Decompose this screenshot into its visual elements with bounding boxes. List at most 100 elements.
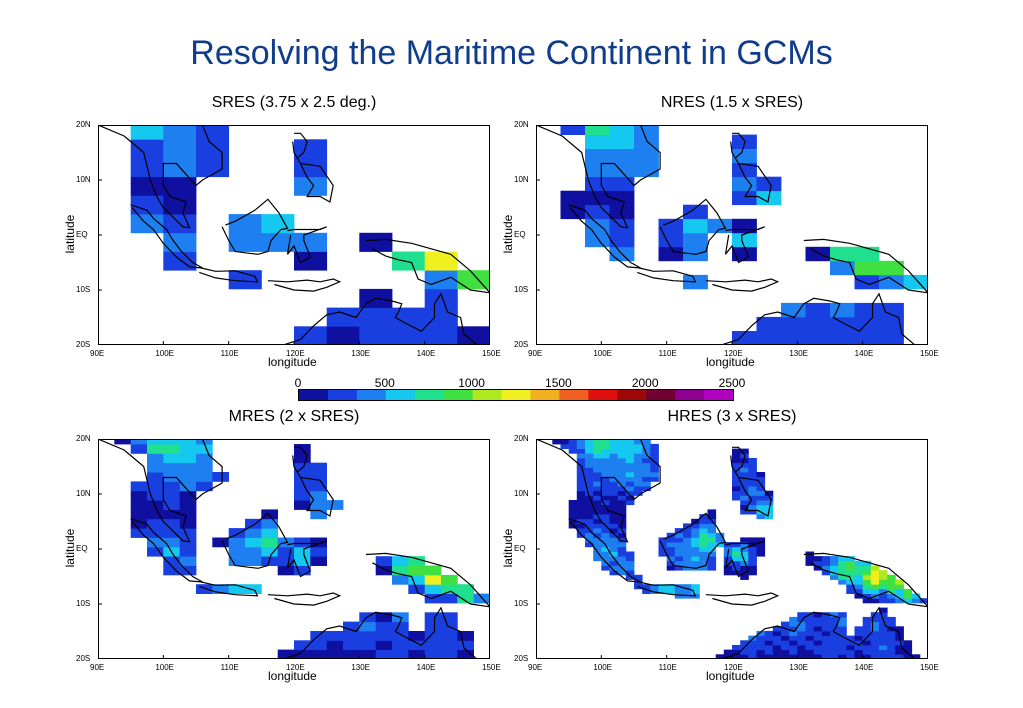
precip-cell (601, 556, 610, 562)
precip-cell (441, 649, 458, 659)
coastline-2 (637, 581, 697, 597)
precip-cell (879, 649, 888, 655)
precip-cell (228, 584, 246, 594)
precip-cell (130, 139, 164, 159)
precip-cell (147, 518, 164, 529)
precip-cell (609, 476, 619, 482)
map-mres (98, 439, 490, 659)
precip-cell (674, 546, 684, 552)
precip-cell (854, 640, 864, 646)
precip-cell (740, 640, 749, 646)
precip-cell (424, 593, 442, 604)
precip-cell (772, 654, 782, 659)
x-axis-label: longitude (268, 355, 317, 369)
precip-cell (634, 453, 643, 459)
precip-cell (732, 476, 741, 482)
precip-cell (895, 626, 904, 632)
precip-cell (163, 462, 180, 473)
precip-cell (862, 584, 872, 590)
precip-cell (838, 654, 847, 659)
precip-cell (674, 551, 684, 557)
precip-cell (838, 565, 847, 571)
precip-cell (375, 621, 393, 632)
precip-cell (228, 214, 262, 234)
precip-cell (585, 518, 594, 524)
coastline-3 (221, 512, 289, 569)
precip-cell (862, 649, 872, 655)
precip-cell (601, 565, 610, 571)
precip-cell (593, 462, 602, 468)
precip-cell (294, 565, 311, 576)
colorbar-swatch (501, 390, 531, 400)
precip-cell (196, 584, 213, 594)
precip-cell (740, 448, 749, 454)
precip-cell (617, 523, 627, 529)
precip-cell (585, 542, 594, 548)
precip-cell (707, 523, 717, 529)
precip-cell (870, 640, 880, 646)
precip-cell (228, 537, 246, 548)
precip-cell (650, 476, 659, 482)
precip-cell (424, 640, 442, 651)
precip-cell (576, 443, 586, 449)
precip-cell (830, 616, 839, 622)
precip-cell (585, 453, 594, 459)
precip-cell (830, 260, 855, 276)
precip-cell (163, 195, 197, 215)
x-tick-label: 150E (482, 663, 501, 672)
precip-cell (674, 565, 684, 571)
precip-cell (805, 626, 815, 632)
x-tick-label: 140E (854, 349, 874, 358)
precip-cell (179, 546, 197, 557)
precip-cell (805, 302, 831, 318)
precip-cell (585, 439, 594, 445)
precip-cell (740, 654, 749, 659)
precip-cell (576, 528, 586, 534)
precip-cell (601, 467, 610, 473)
precip-cell (740, 458, 749, 464)
precip-cell (789, 626, 798, 632)
precip-cell (846, 584, 855, 590)
precip-cell (854, 588, 864, 594)
precip-cell (310, 500, 327, 510)
precip-cell (707, 509, 717, 515)
precip-cell (163, 528, 180, 538)
precip-cell (887, 635, 896, 641)
precip-cell (617, 453, 627, 459)
precip-cell (683, 528, 692, 534)
precip-cell (392, 649, 409, 659)
x-tick-label: 110E (220, 349, 239, 358)
precip-cell (601, 472, 610, 478)
precip-cell (147, 462, 164, 473)
precip-cell (130, 528, 148, 538)
precip-cell (163, 139, 197, 159)
precip-cell (343, 621, 360, 632)
precip-cell (732, 565, 741, 571)
precip-cell (756, 635, 766, 641)
precip-cell (789, 649, 798, 655)
precip-cell (634, 490, 643, 496)
precip-cell (813, 560, 823, 566)
precip-cell (879, 621, 888, 627)
precip-cell (634, 148, 659, 163)
precip-cell (707, 560, 717, 566)
precip-cell (147, 500, 164, 510)
precip-cell (585, 523, 594, 529)
precip-cell (196, 453, 213, 464)
precip-cell (593, 481, 602, 487)
precip-cell (813, 626, 823, 632)
precip-cell (862, 640, 872, 646)
precip-cell (732, 176, 757, 192)
precip-cell (609, 495, 619, 501)
precip-cell (854, 331, 880, 345)
precip-cell (756, 490, 766, 496)
precip-cell (740, 476, 749, 482)
precip-cell (585, 537, 594, 543)
precip-cell (887, 593, 896, 599)
precip-cell (674, 560, 684, 566)
precip-cell (245, 537, 262, 548)
x-tick-label: 140E (854, 663, 874, 672)
precip-cell (609, 443, 619, 449)
precip-cell (895, 640, 904, 646)
precip-cell (854, 246, 880, 262)
